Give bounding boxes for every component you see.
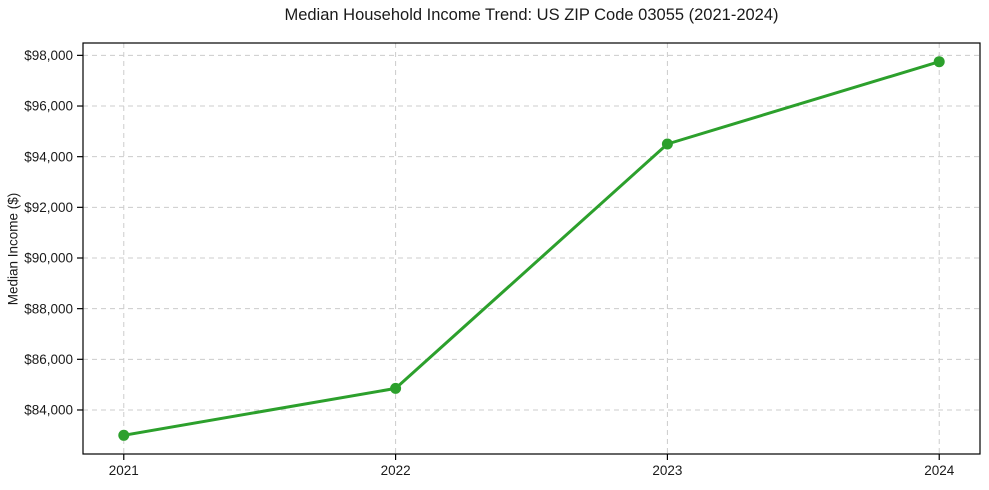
x-tick-label: 2023 xyxy=(652,463,682,478)
x-tick-label: 2024 xyxy=(924,463,955,478)
data-point-marker xyxy=(661,138,673,150)
data-point-marker xyxy=(933,56,945,68)
x-tick-label: 2021 xyxy=(109,463,139,478)
series-line xyxy=(122,60,941,437)
y-tick-label: $92,000 xyxy=(24,200,73,215)
y-tick-label: $84,000 xyxy=(24,403,73,418)
x-tick-label: 2022 xyxy=(381,463,411,478)
y-tick-label: $98,000 xyxy=(24,48,73,63)
data-point-marker xyxy=(390,382,402,394)
axes-frame xyxy=(82,42,981,455)
chart-title: Median Household Income Trend: US ZIP Co… xyxy=(284,6,779,24)
y-tick-label: $88,000 xyxy=(24,301,73,316)
y-tick-label: $90,000 xyxy=(24,251,73,266)
y-tick-label: $86,000 xyxy=(24,352,73,367)
data-point-marker xyxy=(118,429,130,441)
y-tick-label: $94,000 xyxy=(24,149,73,164)
y-tick-label: $96,000 xyxy=(24,99,73,114)
